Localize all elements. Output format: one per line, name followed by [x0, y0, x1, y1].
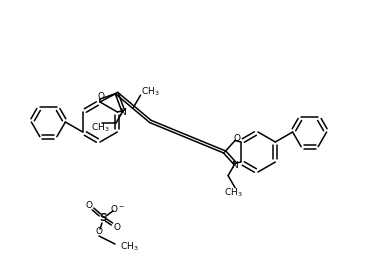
Text: O: O [95, 228, 102, 237]
Text: O: O [233, 134, 240, 143]
Text: N: N [231, 161, 238, 170]
Text: O: O [85, 201, 92, 211]
Text: $^+$: $^+$ [123, 107, 129, 112]
Text: O$^-$: O$^-$ [111, 202, 125, 214]
Text: O: O [97, 92, 104, 101]
Text: CH$_3$: CH$_3$ [141, 86, 160, 98]
Text: CH$_3$: CH$_3$ [91, 122, 110, 134]
Text: CH$_3$: CH$_3$ [224, 187, 242, 199]
Text: O: O [114, 222, 121, 231]
Text: S: S [99, 213, 107, 223]
Text: N: N [119, 108, 125, 117]
Text: CH$_3$: CH$_3$ [120, 241, 138, 253]
